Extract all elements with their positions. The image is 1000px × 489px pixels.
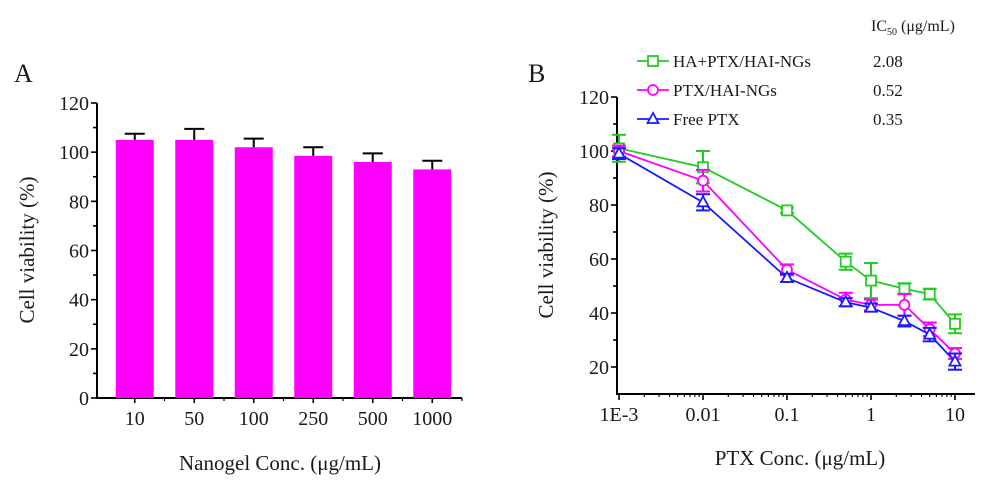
x-tick-label: 0.01 [686,404,721,426]
bar [413,169,452,398]
bar [175,139,214,398]
y-tick-label: 40 [589,303,609,325]
legend-label: PTX/HAI-NGs [673,81,777,100]
legend-ic50-value: 0.52 [873,81,903,100]
marker-circle [697,174,709,187]
chart-a-xlabel: Nanogel Conc. (μg/mL) [179,451,381,475]
series-free-ptx [611,145,963,371]
marker-triangle [863,299,879,313]
chart-a-ylabel: Cell viability (%) [15,177,39,324]
y-tick-label: 120 [579,87,609,109]
bar-chart-a: 0 20 40 60 80 100 120 10 50 100 250 500 1000 [59,93,463,430]
x-tick-label: 10 [125,408,145,430]
x-tick-label: 500 [358,408,388,430]
x-tick-label: 10 [945,404,965,426]
marker-square [781,204,793,217]
y-tick-label: 60 [589,249,609,271]
marker-square [949,317,961,330]
series-line [618,152,956,363]
y-tick-label: 40 [69,290,89,312]
legend-label: Free PTX [673,110,740,129]
bar [353,162,392,398]
x-tick-label: 250 [298,408,328,430]
y-tick-label: 0 [79,388,89,410]
marker-triangle [897,313,912,327]
x-tick-label: 1 [866,404,876,426]
marker-triangle [645,111,661,124]
marker-triangle [611,145,627,159]
y-tick-label: 120 [59,93,89,115]
legend-item: HA+PTX/HAI-NGs 2.08 [637,52,903,71]
legend-item: PTX/HAI-NGs 0.52 [637,81,903,100]
marker-square [839,255,852,268]
chart-b-xlabel: PTX Conc. (μg/mL) [715,446,886,470]
marker-triangle [947,353,963,367]
legend-b: IC50 (μg/mL) HA+PTX/HAI-NGs 2.08 PTX/HAI-NG… [637,18,955,129]
line-chart-b: 20 40 60 80 100 120 1E-3 0.01 0.1 1 10 [579,87,975,426]
bar [234,147,273,398]
y-tick-label: 80 [69,191,89,213]
bar [294,155,333,398]
y-tick-label: 20 [69,339,89,361]
x-tick-label: 1000 [412,408,452,430]
legend-item: Free PTX 0.35 [637,110,903,129]
y-tick-label: 20 [589,357,609,379]
y-tick-label: 100 [59,142,89,164]
x-tick-label: 100 [239,408,269,430]
marker-triangle [838,294,853,308]
marker-triangle [695,194,711,208]
marker-square [647,55,659,67]
x-tick-label: 0.1 [775,404,800,426]
marker-square [923,288,936,301]
marker-triangle [922,326,937,340]
panel-label-a: A [14,59,33,88]
chart-b-ylabel: Cell viability (%) [534,172,558,319]
legend-ic50-value: 0.35 [873,110,903,129]
bar [115,139,154,398]
marker-triangle [779,270,795,283]
marker-square [898,282,911,295]
marker-square [865,274,877,287]
ic50-header: IC50 (μg/mL) [871,18,955,38]
y-tick-label: 100 [579,141,609,163]
y-tick-label: 80 [589,195,609,217]
x-tick-label: 1E-3 [600,404,639,426]
panel-label-b: B [528,59,545,88]
marker-circle [898,298,911,311]
x-tick-label: 50 [184,408,204,430]
marker-circle [647,84,659,96]
legend-ic50-value: 2.08 [873,52,903,71]
y-tick-label: 60 [69,241,89,263]
legend-label: HA+PTX/HAI-NGs [673,52,811,71]
